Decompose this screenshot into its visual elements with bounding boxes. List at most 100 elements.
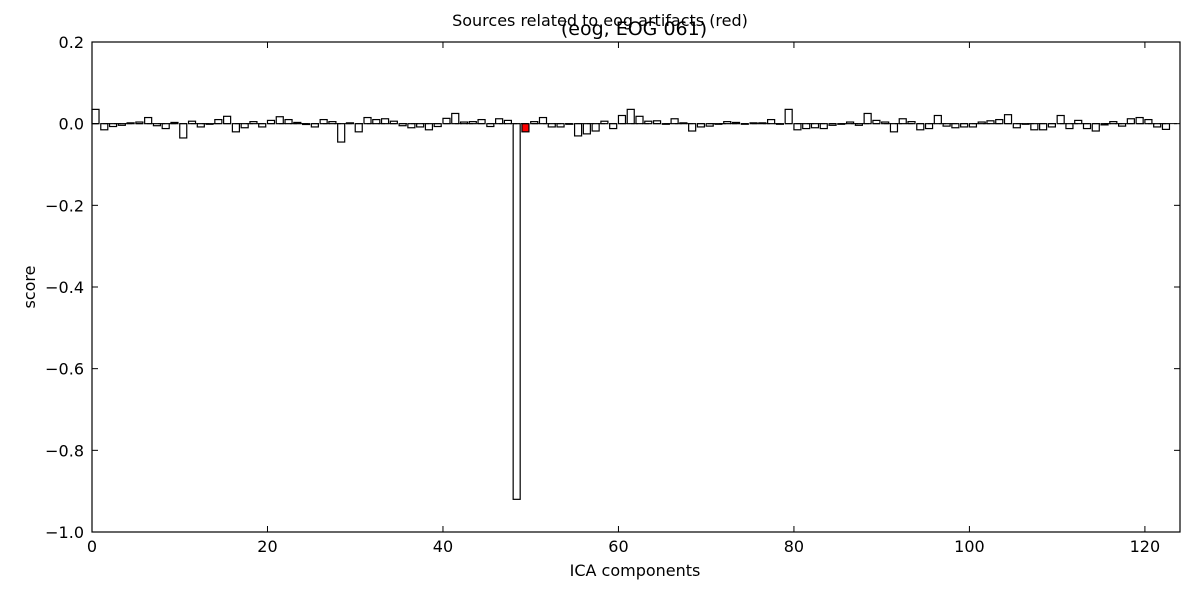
bar	[380, 118, 390, 125]
bar	[617, 114, 627, 125]
plot-area: 0 20 40 60 80 100 120 0.2 0.0 −0.2 −0.4 −0.6 −0.8 −1.…	[45, 33, 1181, 556]
bar	[784, 108, 793, 125]
bar	[916, 123, 925, 131]
bar	[459, 121, 469, 125]
bar	[793, 123, 802, 131]
ticks-group: 0 20 40 60 80 100 120 0.2 0.0 −0.2 −0.4 −0.6 −0.8 −1.…	[45, 33, 1180, 556]
bar	[108, 123, 118, 128]
bar	[767, 118, 776, 125]
figure-suptitle: Sources related to eog artifacts (red)	[452, 11, 748, 30]
bar	[231, 123, 241, 133]
bar	[495, 118, 504, 125]
x-tick-label: 60	[608, 537, 628, 556]
bar	[889, 123, 899, 133]
y-tick-label: −1.0	[45, 523, 84, 542]
bar	[354, 123, 363, 133]
bar	[214, 118, 223, 125]
bar	[117, 123, 126, 126]
y-tick-label: 0.0	[59, 115, 84, 134]
bar	[1091, 123, 1100, 132]
bar	[152, 123, 162, 127]
bar	[1012, 123, 1021, 129]
bar	[196, 123, 205, 128]
bar	[451, 112, 460, 125]
bar	[723, 121, 732, 125]
bar	[293, 121, 302, 125]
bar	[635, 115, 644, 125]
bar	[933, 114, 942, 125]
bar	[407, 123, 416, 129]
bar	[810, 123, 820, 129]
bar	[1153, 123, 1162, 128]
bar	[1065, 123, 1074, 130]
bar	[898, 118, 907, 125]
y-tick-label: −0.6	[45, 360, 84, 379]
bar	[328, 121, 337, 125]
bar	[1135, 116, 1144, 125]
x-tick-label: 100	[954, 537, 985, 556]
bar	[573, 123, 583, 137]
bar	[1126, 118, 1135, 125]
y-tick-label: 0.2	[59, 33, 84, 52]
bar	[924, 123, 934, 130]
bar	[591, 123, 600, 132]
bar	[144, 116, 153, 125]
chart-title: (eog, EOG 061)	[561, 18, 707, 40]
bar	[275, 116, 284, 125]
bar	[503, 119, 513, 125]
bar	[100, 123, 109, 131]
bar	[372, 118, 381, 125]
bar	[363, 116, 372, 125]
x-tick-label: 40	[433, 537, 453, 556]
y-tick-label: −0.4	[45, 278, 84, 297]
x-tick-label: 20	[257, 537, 277, 556]
bar	[1003, 114, 1013, 125]
bar	[249, 121, 258, 125]
bar	[1074, 119, 1083, 125]
bar	[1144, 118, 1153, 125]
bar	[1039, 123, 1048, 131]
bar	[802, 123, 811, 130]
bar-highlighted	[521, 123, 530, 133]
bar	[819, 123, 828, 130]
bar	[223, 115, 232, 125]
bar	[1117, 123, 1127, 127]
bar	[863, 112, 872, 125]
bar	[547, 123, 556, 128]
bar	[284, 118, 293, 125]
y-tick-label: −0.2	[45, 196, 84, 215]
x-tick-label: 120	[1130, 537, 1161, 556]
y-axis-label: score	[20, 266, 39, 309]
x-tick-label: 80	[784, 537, 804, 556]
bar	[319, 118, 328, 125]
bar	[538, 116, 548, 125]
bar	[688, 123, 697, 132]
bar	[1056, 114, 1065, 125]
bar	[1030, 123, 1039, 131]
axes-frame	[91, 41, 1181, 533]
bar	[995, 118, 1004, 125]
bar	[179, 123, 188, 139]
bar	[477, 118, 486, 125]
bar	[951, 123, 960, 129]
bar	[670, 118, 679, 125]
bar	[1109, 121, 1118, 125]
bar	[512, 123, 521, 500]
bar	[416, 123, 425, 128]
bar	[91, 108, 100, 125]
bar	[609, 123, 618, 130]
bar	[161, 123, 170, 130]
bar	[582, 123, 591, 135]
bar	[1161, 123, 1171, 130]
bars-group	[91, 108, 1171, 500]
bar	[626, 108, 635, 125]
bar	[845, 121, 855, 125]
bar	[240, 123, 249, 129]
bar	[942, 123, 951, 127]
bar	[442, 117, 451, 125]
bar	[977, 121, 986, 125]
x-tick-label: 0	[87, 537, 97, 556]
bar	[854, 123, 863, 126]
x-axis-label: ICA components	[570, 561, 701, 580]
